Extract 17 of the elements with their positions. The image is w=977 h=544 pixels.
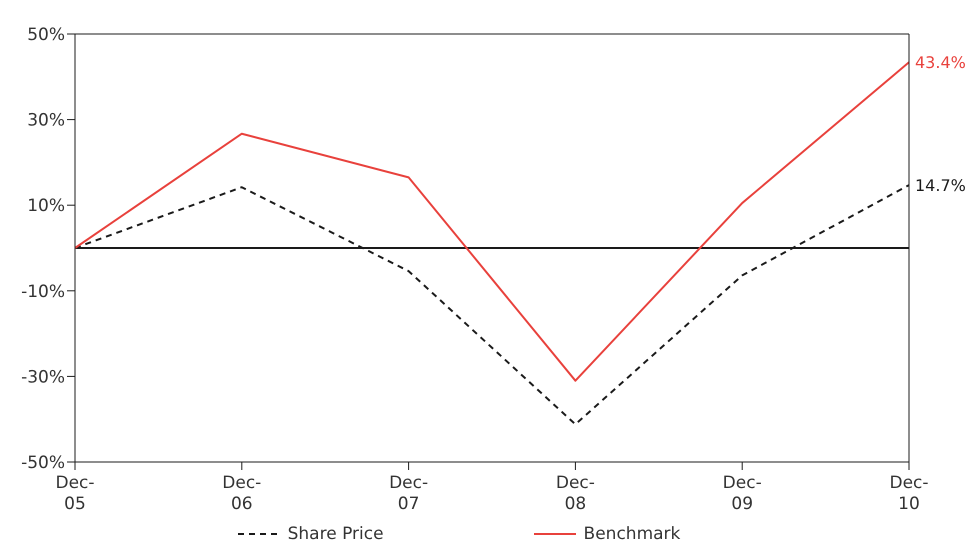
y-tick-label: -50% [21,453,65,474]
x-tick-label: Dec-10 [889,473,929,514]
x-tick-label: Dec-07 [389,473,428,514]
x-tick-label: Dec-09 [722,473,762,514]
y-tick-label: -10% [21,282,65,302]
x-tick-label: Dec-06 [222,473,262,514]
data-label: 14.7% [915,176,966,196]
line-series [75,61,909,382]
x-tick-label: Dec-08 [556,473,595,514]
y-tick-label: 50% [27,25,65,46]
x-tick-label: Dec-05 [55,473,95,514]
data-label: 43.4% [915,53,966,72]
y-tick-label: 10% [27,196,65,216]
y-tick-label: -30% [21,367,65,388]
y-tick-label: 30% [27,110,65,131]
legend-label: Share Price [288,524,384,544]
legend-label: Benchmark [584,524,680,544]
